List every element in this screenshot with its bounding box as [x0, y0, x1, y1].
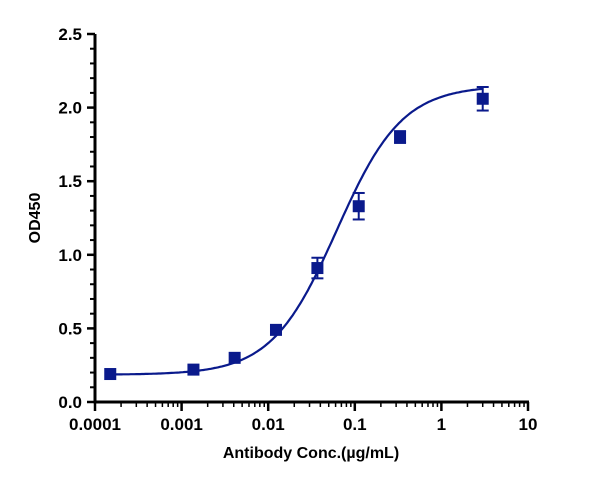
y-tick-label: 0.5: [58, 319, 82, 338]
x-tick-label: 0.001: [160, 415, 203, 434]
data-points: [104, 85, 489, 381]
y-tick-labels: 0.0 0.5 1.0 1.5 2.0 2.5: [58, 25, 82, 412]
data-point: [311, 256, 324, 280]
data-marker: [228, 351, 241, 364]
y-axis-title: OD450: [27, 193, 44, 244]
y-tick-label: 2.5: [58, 25, 82, 44]
data-point: [352, 191, 365, 221]
x-tick-label: 10: [519, 415, 538, 434]
data-point: [269, 323, 282, 336]
data-point: [104, 368, 117, 381]
data-point: [394, 130, 407, 144]
y-tick-label: 0.0: [58, 393, 82, 412]
x-tick-label: 1: [437, 415, 446, 434]
data-marker: [104, 368, 117, 381]
data-marker: [476, 92, 489, 105]
x-tick-labels: 0.0001 0.001 0.01 0.1 1 10: [69, 415, 537, 434]
data-marker: [269, 323, 282, 336]
data-point: [187, 363, 200, 376]
data-marker: [311, 262, 324, 275]
axes: [87, 32, 530, 411]
x-tick-label: 0.1: [343, 415, 367, 434]
data-marker: [352, 200, 365, 213]
data-marker: [394, 131, 407, 144]
x-axis-title: Antibody Conc.(µg/mL): [223, 445, 399, 462]
y-tick-label: 1.5: [58, 172, 82, 191]
y-tick-label: 1.0: [58, 246, 82, 265]
y-tick-label: 2.0: [58, 99, 82, 118]
data-marker: [187, 363, 200, 376]
x-tick-label: 0.01: [252, 415, 285, 434]
x-tick-label: 0.0001: [69, 415, 121, 434]
fit-curve: [110, 87, 483, 376]
data-point: [476, 85, 489, 112]
data-point: [228, 351, 241, 364]
